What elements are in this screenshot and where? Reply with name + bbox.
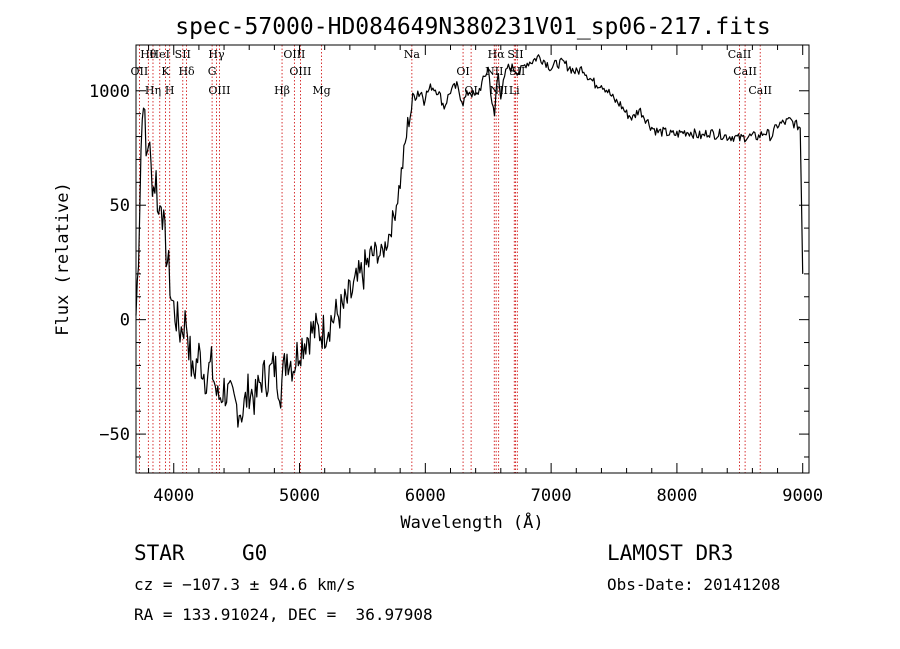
line-label-hβ: Hβ [274,84,290,97]
line-label-hη: Hη [145,84,161,97]
line-label-sii: SII [175,48,191,61]
obs-date: Obs-Date: 20141208 [607,575,780,594]
coordinates: RA = 133.91024, DEC = 36.97908 [134,605,433,624]
line-label-hδ: Hδ [178,65,195,78]
line-label-oii: OII [131,65,149,78]
y-axis-label: Flux (relative) [53,182,73,336]
x-tick-label: 6000 [405,486,446,506]
line-label-h: H [165,84,175,97]
line-label-hα: Hα [488,48,506,61]
redshift-text: cz = −107.3 ± 94.6 km/s [134,575,356,594]
y-tick-label: 50 [110,196,130,216]
line-label-li: Li [509,84,520,97]
survey-name: LAMOST DR3 [607,541,733,565]
y-tick-label: 0 [120,311,130,331]
line-label-g: G [208,65,217,78]
x-tick-label: 4000 [153,486,194,506]
object-class: STAR [134,541,185,565]
object-subclass: G0 [242,541,267,565]
line-label-caii: CaII [748,84,772,97]
y-axis-ticks: −50 0 50 1000 [89,67,809,458]
x-tick-label: 7000 [531,486,572,506]
chart-title: spec-57000-HD084649N380231V01_sp06-217.f… [175,14,770,40]
line-label-oiii: OIII [289,65,311,78]
x-axis-ticks: 4000 5000 6000 7000 8000 9000 [148,45,823,506]
line-label-caii: CaII [733,65,757,78]
line-label-nii: NII [490,84,508,97]
spectrum-series-line [135,54,804,428]
line-label-oi: OI [456,65,469,78]
line-label-na: Na [404,48,421,61]
x-tick-label: 8000 [656,486,697,506]
line-label-hγ: Hγ [208,48,225,61]
y-tick-label: −50 [99,425,130,445]
spectral-line-markers [138,45,761,473]
x-tick-label: 5000 [279,486,320,506]
line-label-hθ: Hθ [140,48,157,61]
line-label-caii: CaII [728,48,752,61]
y-tick-label: 1000 [89,82,130,102]
line-label-sii: SII [507,48,523,61]
line-label-mg: Mg [312,84,330,97]
x-axis-label: Wavelength (Å) [400,511,543,533]
line-label-hei: HeI [150,48,170,61]
x-tick-label: 9000 [782,486,823,506]
line-label-k: K [161,65,170,78]
plot-frame [135,44,810,474]
line-label-oiii: OIII [208,84,230,97]
line-label-oiii: OIII [283,48,305,61]
